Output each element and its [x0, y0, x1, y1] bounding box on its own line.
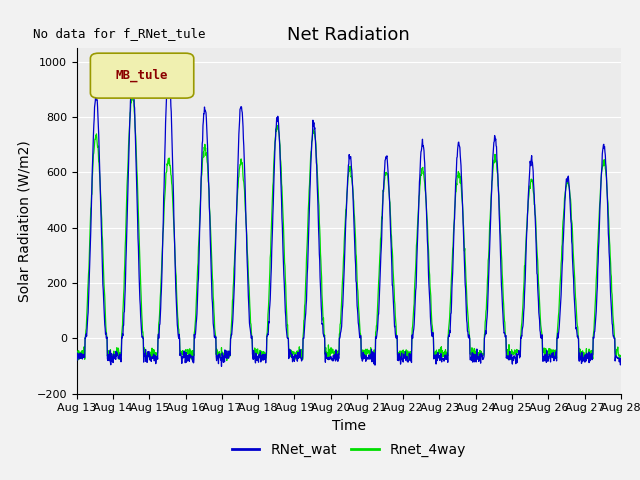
Text: No data for f_RNet_tule: No data for f_RNet_tule — [33, 27, 206, 40]
FancyBboxPatch shape — [90, 53, 194, 98]
Title: Net Radiation: Net Radiation — [287, 25, 410, 44]
Legend: RNet_wat, Rnet_4way: RNet_wat, Rnet_4way — [226, 437, 472, 463]
Text: MB_tule: MB_tule — [116, 69, 168, 82]
Y-axis label: Solar Radiation (W/m2): Solar Radiation (W/m2) — [17, 140, 31, 301]
X-axis label: Time: Time — [332, 419, 366, 433]
